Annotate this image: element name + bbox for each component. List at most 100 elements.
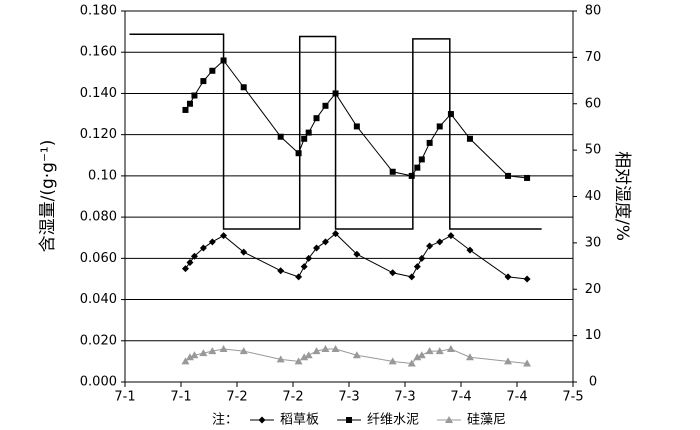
y-tick-label: 0.060	[80, 251, 117, 266]
x-tick-label: 7-2	[282, 390, 303, 405]
data-point	[446, 345, 455, 353]
data-point	[277, 133, 284, 140]
data-point	[220, 232, 228, 240]
data-point	[332, 230, 340, 238]
data-point	[312, 347, 321, 355]
y2-tick-label: 20	[585, 282, 602, 297]
data-point	[353, 123, 360, 130]
y2-tick-label: 0	[589, 375, 597, 390]
data-point	[466, 246, 474, 254]
data-point	[294, 357, 303, 365]
data-point	[181, 265, 189, 273]
data-point	[466, 135, 473, 142]
y2-tick-label: 40	[585, 189, 602, 204]
data-point	[200, 78, 207, 85]
y-tick-label: 0.120	[80, 127, 117, 142]
x-tick-label: 7-1	[114, 390, 135, 405]
data-point	[389, 269, 397, 277]
y2-tick-label: 30	[585, 235, 602, 250]
data-point	[199, 244, 207, 252]
data-point	[353, 250, 361, 258]
data-point	[239, 347, 248, 355]
data-point	[426, 139, 433, 146]
data-point	[418, 156, 425, 163]
data-point	[186, 258, 194, 266]
data-point	[436, 238, 444, 246]
data-point	[191, 92, 198, 99]
y-tick-label: 0.020	[80, 333, 117, 348]
data-point	[301, 135, 308, 142]
legend-marker	[445, 416, 454, 423]
y-tick-label: 0.140	[80, 86, 117, 101]
x-tick-label: 7-2	[226, 390, 247, 405]
series-line	[185, 59, 528, 179]
data-point	[322, 102, 329, 109]
data-point	[181, 357, 190, 365]
data-point	[465, 353, 474, 361]
data-point	[407, 359, 416, 367]
data-point	[413, 263, 421, 271]
data-point	[219, 345, 228, 353]
data-point	[186, 100, 193, 107]
series-line	[129, 33, 542, 230]
data-point	[505, 172, 512, 179]
data-point	[331, 345, 340, 353]
data-point	[418, 254, 426, 262]
y2-tick-label: 60	[585, 96, 602, 111]
data-point	[524, 174, 531, 181]
data-point	[408, 172, 415, 179]
y2-tick-label: 80	[585, 4, 602, 19]
data-point	[426, 242, 434, 250]
data-point	[414, 164, 421, 171]
y2-tick-label: 70	[585, 50, 602, 65]
data-point	[300, 263, 308, 271]
data-point	[295, 273, 303, 281]
data-point	[300, 353, 309, 361]
data-point	[523, 359, 532, 367]
data-point	[190, 252, 198, 260]
x-tick-label: 7-5	[562, 390, 583, 405]
data-point	[352, 351, 361, 359]
y-tick-label: 0.000	[80, 375, 117, 390]
y-tick-label: 0.080	[80, 210, 117, 225]
data-point	[199, 349, 208, 357]
x-tick-label: 7-1	[170, 390, 191, 405]
data-point	[389, 168, 396, 175]
y2-tick-label: 10	[585, 328, 602, 343]
y-tick-label: 0.180	[80, 4, 117, 19]
x-tick-label: 7-3	[394, 390, 415, 405]
legend-label: 纤维水泥	[367, 413, 419, 428]
y2-axis-title: 相对湿度/%	[612, 151, 632, 241]
data-point	[240, 84, 247, 91]
y-tick-label: 0.10	[88, 168, 117, 183]
plot-frame	[124, 10, 574, 383]
data-point	[305, 129, 312, 136]
data-point	[425, 347, 434, 355]
data-point	[304, 351, 313, 359]
legend-title: 注：	[212, 413, 238, 428]
data-point	[321, 238, 329, 246]
x-tick-label: 7-4	[506, 390, 527, 405]
data-point	[436, 123, 443, 130]
data-point	[276, 355, 285, 363]
data-point	[185, 353, 194, 361]
y-tick-label: 0.160	[80, 45, 117, 60]
data-point	[321, 345, 330, 353]
y2-tick-label: 50	[585, 143, 602, 158]
y-axis-title: 含湿量/(g·g⁻¹)	[38, 140, 58, 253]
data-point	[240, 248, 248, 256]
data-point	[305, 254, 313, 262]
data-point	[388, 357, 397, 365]
data-point	[313, 115, 320, 122]
data-point	[209, 67, 216, 74]
data-point	[182, 106, 189, 113]
data-point	[295, 150, 302, 157]
data-point	[435, 347, 444, 355]
legend-label: 硅藻尼	[467, 413, 506, 428]
data-point	[504, 357, 513, 365]
x-tick-label: 7-4	[450, 390, 471, 405]
legend-label: 稻草板	[280, 413, 319, 428]
x-tick-label: 7-3	[338, 390, 359, 405]
data-point	[408, 273, 416, 281]
